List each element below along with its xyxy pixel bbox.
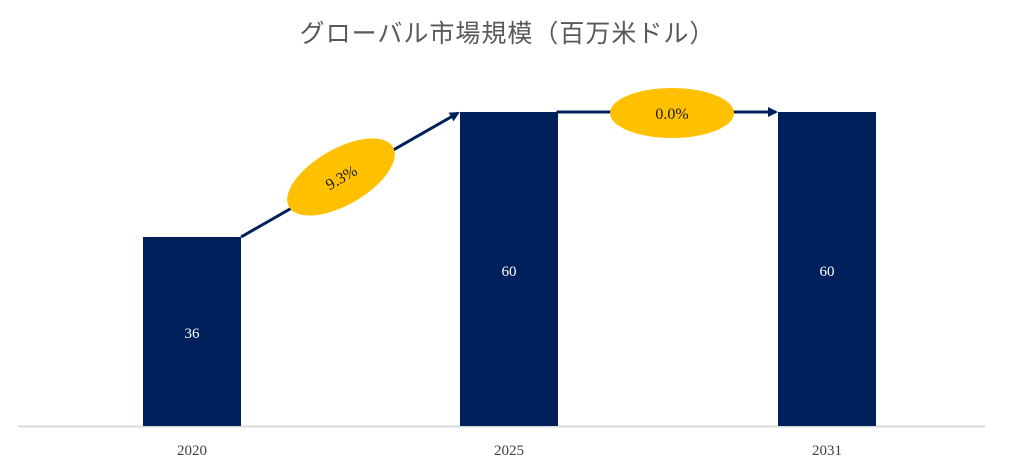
x-tick-label: 2020: [177, 443, 207, 459]
x-tick-label: 2025: [494, 443, 524, 459]
bar-2020: 36: [143, 237, 241, 426]
cagr-label: 0.0%: [655, 106, 688, 123]
x-tick-label: 2031: [812, 443, 842, 459]
bar-value-label: 36: [185, 326, 201, 342]
cagr-bubble-2020-2025: 9.3%: [287, 138, 395, 216]
cagr-bubble-2025-2031: 0.0%: [610, 88, 734, 138]
bar-value-label: 60: [820, 264, 835, 280]
chart-title: グローバル市場規模（百万米ドル）: [299, 19, 716, 48]
bar-2031: 60: [778, 112, 876, 426]
bar-value-label: 60: [502, 264, 517, 280]
bar-2025: 60: [460, 112, 558, 426]
